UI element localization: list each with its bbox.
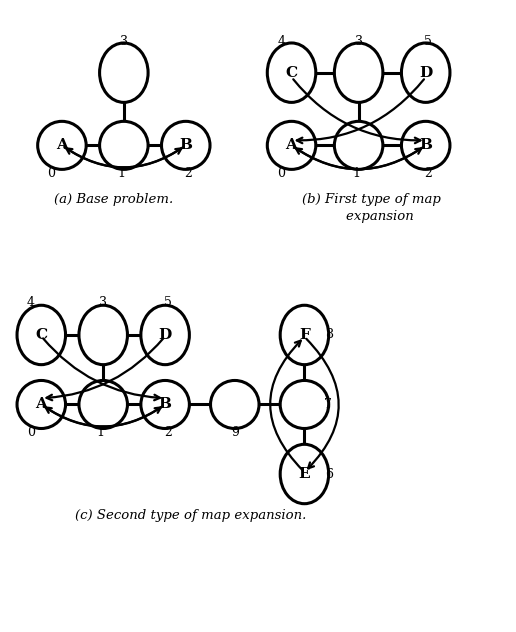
Text: (a) Base problem.: (a) Base problem.	[54, 193, 173, 206]
Text: 2: 2	[184, 167, 192, 180]
Text: 2: 2	[164, 427, 172, 439]
Text: D: D	[158, 328, 172, 342]
Text: 1: 1	[352, 167, 360, 180]
Ellipse shape	[334, 43, 383, 102]
Text: 3: 3	[354, 35, 363, 47]
Text: E: E	[299, 467, 310, 481]
FancyArrowPatch shape	[296, 147, 424, 169]
Ellipse shape	[79, 305, 127, 365]
Ellipse shape	[280, 380, 329, 428]
FancyArrowPatch shape	[293, 79, 421, 143]
Text: C: C	[35, 328, 47, 342]
FancyArrowPatch shape	[46, 338, 164, 400]
Text: 0: 0	[277, 167, 285, 180]
Text: 2: 2	[424, 167, 432, 180]
FancyArrowPatch shape	[45, 406, 163, 427]
Ellipse shape	[38, 121, 86, 169]
Text: 4: 4	[27, 296, 35, 308]
Ellipse shape	[280, 444, 329, 504]
Text: D: D	[419, 66, 432, 80]
Text: 9: 9	[231, 427, 239, 439]
Text: 6: 6	[325, 468, 333, 480]
Text: 1: 1	[96, 427, 105, 439]
Text: B: B	[179, 138, 192, 152]
Ellipse shape	[141, 305, 189, 365]
Text: A: A	[285, 138, 298, 152]
Ellipse shape	[211, 380, 259, 428]
FancyArrowPatch shape	[294, 147, 422, 169]
Text: (b) First type of map
    expansion: (b) First type of map expansion	[302, 193, 441, 222]
FancyArrowPatch shape	[66, 147, 184, 167]
Text: A: A	[35, 398, 47, 411]
Text: 3: 3	[120, 35, 128, 47]
FancyArrowPatch shape	[270, 341, 302, 470]
Ellipse shape	[267, 43, 316, 102]
FancyArrowPatch shape	[297, 79, 424, 143]
Text: 5: 5	[164, 296, 172, 308]
Text: 0: 0	[27, 427, 35, 439]
FancyArrowPatch shape	[43, 406, 161, 427]
Ellipse shape	[100, 121, 148, 169]
Ellipse shape	[267, 121, 316, 169]
Ellipse shape	[162, 121, 210, 169]
Text: 8: 8	[325, 329, 333, 341]
Ellipse shape	[401, 121, 450, 169]
FancyArrowPatch shape	[43, 338, 160, 400]
Ellipse shape	[401, 43, 450, 102]
Text: 1: 1	[117, 167, 125, 180]
Ellipse shape	[17, 305, 66, 365]
FancyArrowPatch shape	[64, 147, 182, 167]
Text: (c) Second type of map expansion.: (c) Second type of map expansion.	[75, 509, 307, 522]
Text: 7: 7	[324, 398, 332, 411]
Ellipse shape	[100, 43, 148, 102]
Text: F: F	[299, 328, 310, 342]
Ellipse shape	[280, 305, 329, 365]
Ellipse shape	[334, 121, 383, 169]
Text: 0: 0	[47, 167, 56, 180]
Text: C: C	[285, 66, 298, 80]
FancyArrowPatch shape	[307, 339, 338, 468]
Text: B: B	[419, 138, 432, 152]
Text: 3: 3	[99, 296, 107, 308]
Text: 5: 5	[424, 35, 432, 47]
Text: A: A	[56, 138, 68, 152]
Ellipse shape	[17, 380, 66, 428]
Ellipse shape	[141, 380, 189, 428]
Text: 4: 4	[277, 35, 285, 47]
Text: B: B	[158, 398, 172, 411]
Ellipse shape	[79, 380, 127, 428]
